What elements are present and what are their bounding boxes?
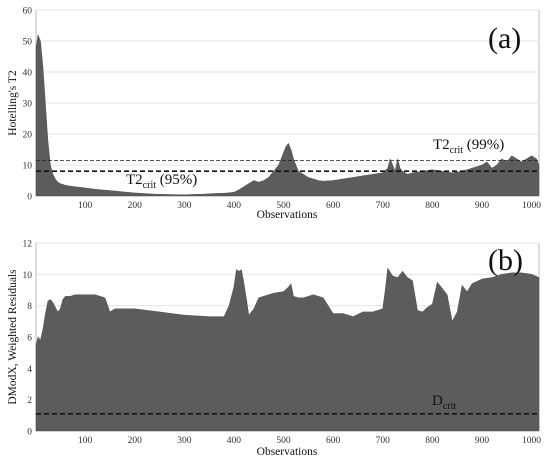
threshold-label-a-95: T2crit (95%) xyxy=(126,172,197,191)
y-tick-a-0: 0 xyxy=(27,193,32,203)
y-tick-a-3: 30 xyxy=(23,100,33,110)
x-tick-b-1: 200 xyxy=(128,436,143,446)
x-tick-a-8: 900 xyxy=(475,201,490,211)
panel-a: 0 10 20 30 40 50 60 100 200 300 400 500 600 700 800 90… xyxy=(7,7,541,222)
threshold-label-b: Dcrit xyxy=(432,393,456,412)
threshold-label-a-99: T2crit (99%) xyxy=(433,137,504,156)
x-tick-b-9: 1000 xyxy=(522,436,541,446)
y-axis-label-b: DModX, Weighted Residuals xyxy=(7,269,19,405)
panel-label-a: (a) xyxy=(488,22,521,55)
x-axis-label-a: Observations xyxy=(257,209,318,221)
x-tick-labels-b: 100 200 300 400 500 600 700 800 900 1000 xyxy=(78,436,541,446)
x-tick-a-6: 700 xyxy=(376,201,391,211)
y-tick-b-4: 8 xyxy=(27,302,32,312)
x-tick-a-1: 200 xyxy=(128,201,143,211)
x-tick-b-2: 300 xyxy=(177,436,192,446)
x-tick-b-5: 600 xyxy=(326,436,341,446)
y-tick-a-2: 20 xyxy=(23,131,33,141)
x-tick-a-0: 100 xyxy=(78,201,93,211)
x-tick-labels-a: 100 200 300 400 500 600 700 800 900 1000 xyxy=(78,201,541,211)
y-tick-b-3: 6 xyxy=(27,334,32,344)
y-tick-a-4: 40 xyxy=(23,69,33,79)
x-tick-a-9: 1000 xyxy=(522,201,541,211)
series-area-b xyxy=(35,267,540,432)
y-tick-b-6: 12 xyxy=(23,240,33,250)
y-tick-b-5: 10 xyxy=(23,271,33,281)
y-tick-a-1: 10 xyxy=(23,162,33,172)
y-tick-a-6: 60 xyxy=(23,7,33,17)
y-tick-labels-a: 0 10 20 30 40 50 60 xyxy=(23,7,33,203)
y-tick-labels-b: 0 2 4 6 8 10 12 xyxy=(23,240,33,438)
y-tick-b-1: 2 xyxy=(27,396,32,406)
x-tick-b-3: 400 xyxy=(227,436,242,446)
y-tick-b-2: 4 xyxy=(27,365,32,375)
thresholds-a xyxy=(36,159,539,172)
x-axis-label-b: Observations xyxy=(257,446,318,458)
x-tick-b-0: 100 xyxy=(78,436,93,446)
series-area-a xyxy=(35,34,540,197)
x-tick-b-8: 900 xyxy=(475,436,490,446)
x-tick-a-5: 600 xyxy=(326,201,341,211)
y-tick-b-0: 0 xyxy=(27,428,32,438)
panel-label-b: (b) xyxy=(488,244,523,277)
x-tick-a-2: 300 xyxy=(177,201,192,211)
y-tick-a-5: 50 xyxy=(23,38,33,48)
x-tick-b-7: 800 xyxy=(425,436,440,446)
y-axis-label-a: Hotelling's T2 xyxy=(7,70,19,136)
x-tick-a-4: 500 xyxy=(276,201,291,211)
x-tick-a-3: 400 xyxy=(227,201,242,211)
x-tick-b-6: 700 xyxy=(376,436,391,446)
x-tick-a-7: 800 xyxy=(425,201,440,211)
x-tick-b-4: 500 xyxy=(276,436,291,446)
